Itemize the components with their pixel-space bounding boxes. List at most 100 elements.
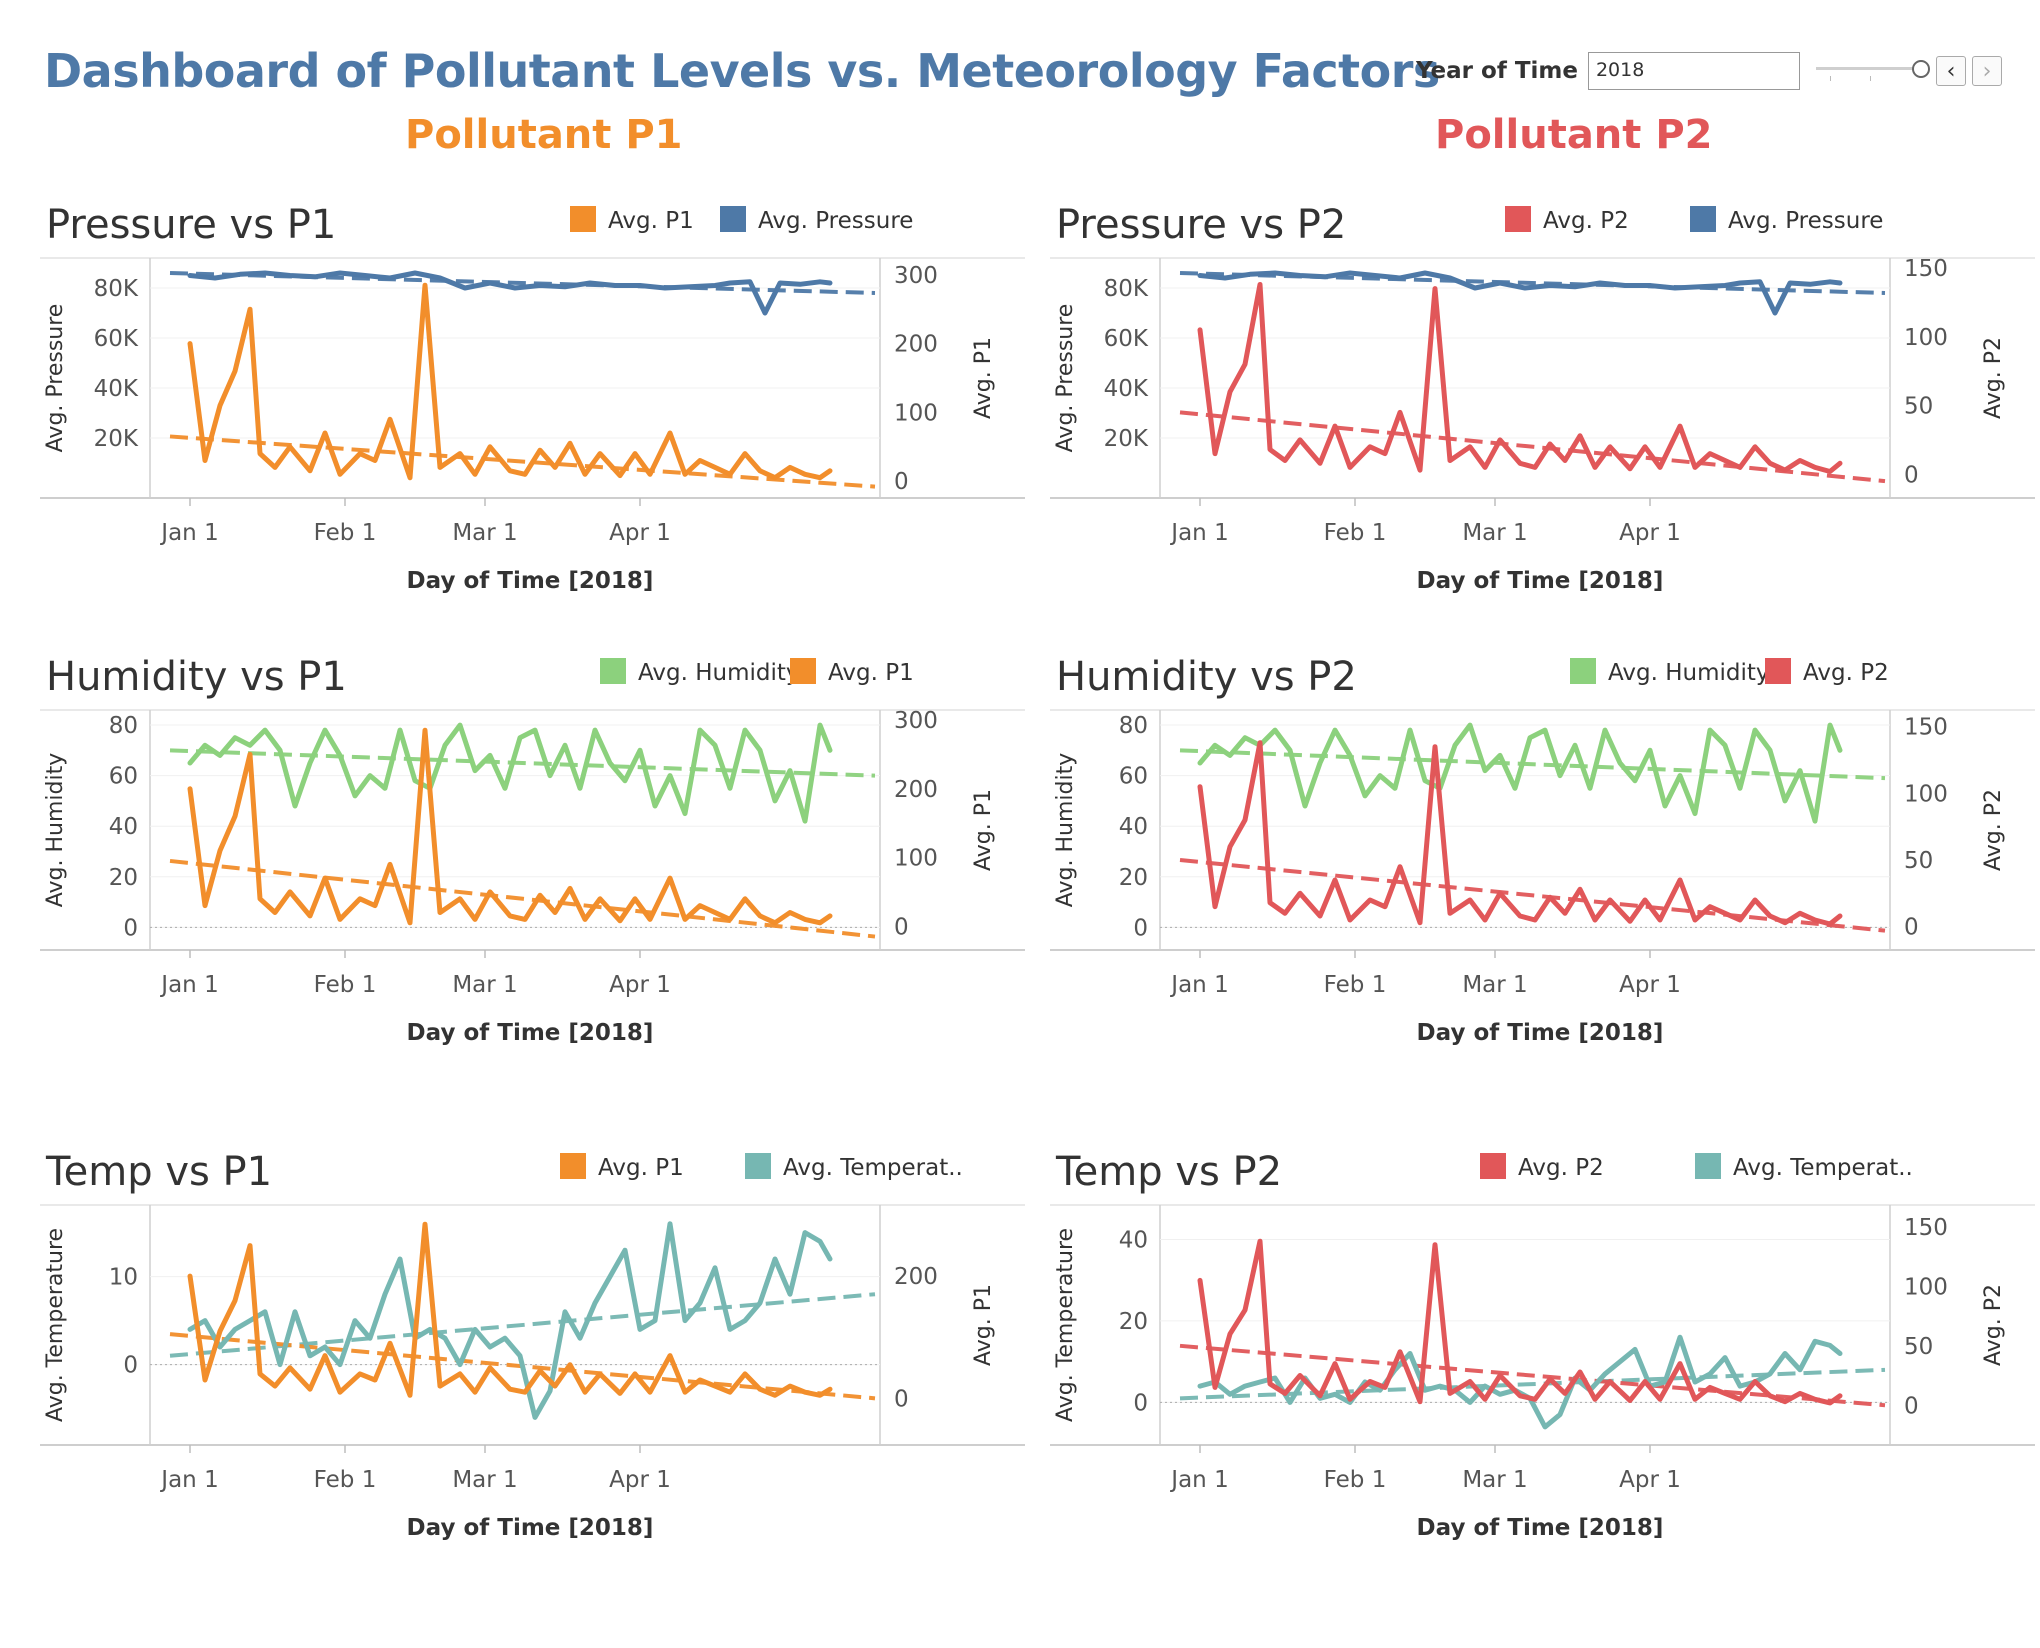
x-tick-label: Jan 1 xyxy=(1169,520,1228,546)
x-axis-title: Day of Time [2018] xyxy=(407,568,654,594)
year-slider-tick xyxy=(1829,76,1831,81)
x-tick-label: Apr 1 xyxy=(609,1467,671,1493)
right-tick-label: 100 xyxy=(1904,1274,1948,1300)
right-tick-label: 200 xyxy=(894,777,938,803)
right-tick-label: 50 xyxy=(1904,1334,1933,1360)
legend-label-avg-temperat: Avg. Temperat.. xyxy=(783,1155,963,1181)
series-line-avg-pressure xyxy=(187,270,833,316)
chart-title: Temp vs P1 xyxy=(45,1149,272,1195)
x-tick-label: Mar 1 xyxy=(452,1467,517,1493)
legend-swatch-avg-p2 xyxy=(1505,206,1531,232)
section-title-p1: Pollutant P1 xyxy=(405,112,683,158)
legend-label-avg-pressure: Avg. Pressure xyxy=(1728,208,1883,234)
right-tick-label: 0 xyxy=(894,914,909,940)
left-tick-label: 20K xyxy=(94,426,139,452)
right-axis-title: Avg. P1 xyxy=(971,1284,996,1366)
left-tick-label: 40K xyxy=(94,376,139,402)
x-axis-title: Day of Time [2018] xyxy=(1417,1020,1664,1046)
legend-swatch-avg-p1 xyxy=(570,206,596,232)
chart-temp-vs-p1: Temp vs P1 Avg. P1 Avg. Temperat..0100200A… xyxy=(40,1149,1025,1541)
trend-line-avg-humidity xyxy=(1179,748,1886,781)
right-tick-label: 150 xyxy=(1904,256,1948,282)
left-tick-label: 60 xyxy=(1119,764,1148,790)
left-axis-title: Avg. Humidity xyxy=(43,753,68,907)
year-input[interactable]: 2018 xyxy=(1587,52,1800,90)
left-tick-label: 10 xyxy=(109,1265,138,1291)
left-tick-label: 80K xyxy=(94,276,139,302)
right-axis-title: Avg. P2 xyxy=(1981,789,2006,871)
next-year-button[interactable]: › xyxy=(1971,56,2002,86)
x-tick-label: Mar 1 xyxy=(1462,972,1527,998)
right-tick-label: 0 xyxy=(894,1386,909,1412)
right-tick-label: 300 xyxy=(894,263,938,289)
left-tick-label: 0 xyxy=(1133,1390,1148,1416)
legend-swatch-avg-p2 xyxy=(1480,1153,1506,1179)
left-tick-label: 0 xyxy=(1133,915,1148,941)
previous-year-button[interactable]: ‹ xyxy=(1935,56,1966,86)
series-line-avg-p1 xyxy=(187,282,833,481)
chart-title: Humidity vs P2 xyxy=(1056,654,1357,700)
right-tick-label: 300 xyxy=(894,708,938,734)
right-tick-label: 50 xyxy=(1904,394,1933,420)
series-line-avg-humidity xyxy=(1197,722,1843,824)
series-line-avg-p1 xyxy=(187,727,833,926)
x-tick-label: Feb 1 xyxy=(1324,972,1387,998)
x-tick-label: Jan 1 xyxy=(1169,972,1228,998)
legend-label-avg-p1: Avg. P1 xyxy=(598,1155,684,1181)
trend-line-avg-p2 xyxy=(1179,410,1886,484)
legend-label-avg-pressure: Avg. Pressure xyxy=(758,208,913,234)
year-slider[interactable] xyxy=(1810,52,1930,90)
legend-label-avg-p2: Avg. P2 xyxy=(1803,660,1889,686)
right-tick-label: 150 xyxy=(1904,715,1948,741)
year-slider-handle[interactable] xyxy=(1911,60,1930,78)
legend-swatch-avg-temperat xyxy=(1695,1153,1721,1179)
left-axis-title: Avg. Pressure xyxy=(43,304,68,453)
year-slider-tick xyxy=(1869,76,1871,81)
x-tick-label: Jan 1 xyxy=(159,520,218,546)
right-tick-label: 100 xyxy=(894,400,938,426)
dashboard-title: Dashboard of Pollutant Levels vs. Meteor… xyxy=(44,44,1440,98)
x-tick-label: Mar 1 xyxy=(452,972,517,998)
left-tick-label: 20 xyxy=(109,865,138,891)
left-tick-label: 40 xyxy=(1119,1227,1148,1253)
series-line-avg-p2 xyxy=(1197,282,1843,474)
chart-title: Humidity vs P1 xyxy=(46,654,347,700)
x-tick-label: Apr 1 xyxy=(609,972,671,998)
x-axis-title: Day of Time [2018] xyxy=(407,1020,654,1046)
legend-label-avg-humidity: Avg. Humidity xyxy=(1608,660,1770,686)
left-tick-label: 0 xyxy=(123,1353,138,1379)
left-tick-label: 80 xyxy=(109,713,138,739)
x-tick-label: Jan 1 xyxy=(159,1467,218,1493)
left-tick-label: 40 xyxy=(1119,814,1148,840)
left-tick-label: 60K xyxy=(94,326,139,352)
x-tick-label: Apr 1 xyxy=(609,520,671,546)
legend-swatch-avg-p1 xyxy=(790,658,816,684)
x-tick-label: Mar 1 xyxy=(452,520,517,546)
x-tick-label: Mar 1 xyxy=(1462,520,1527,546)
chart-pressure-vs-p1: Pressure vs P1 Avg. P1 Avg. Pressure 20K 40K… xyxy=(40,202,1025,594)
right-tick-label: 50 xyxy=(1904,848,1933,874)
legend-label-avg-p2: Avg. P2 xyxy=(1518,1155,1604,1181)
left-tick-label: 20 xyxy=(1119,1309,1148,1335)
x-tick-label: Feb 1 xyxy=(314,520,377,546)
x-tick-label: Feb 1 xyxy=(314,1467,377,1493)
trend-line-avg-humidity xyxy=(169,748,876,778)
legend-label-avg-p1: Avg. P1 xyxy=(608,208,694,234)
right-tick-label: 100 xyxy=(1904,781,1948,807)
chart-humidity-vs-p2: Humidity vs P2 Avg. Humidity Avg. P2 0 20 40 6… xyxy=(1050,654,2035,1046)
x-axis-title: Day of Time [2018] xyxy=(407,1515,654,1541)
left-tick-label: 40 xyxy=(109,814,138,840)
year-filter: Year of Time 2018 ‹ › xyxy=(1416,52,2002,90)
year-filter-label: Year of Time xyxy=(1416,58,1578,84)
x-tick-label: Feb 1 xyxy=(1324,520,1387,546)
right-tick-label: 0 xyxy=(1904,462,1919,488)
left-tick-label: 80K xyxy=(1104,276,1149,302)
series-line-avg-p2 xyxy=(1197,740,1843,927)
legend-swatch-avg-temperat xyxy=(745,1153,771,1179)
legend-label-avg-humidity: Avg. Humidity xyxy=(638,660,800,686)
right-axis-title: Avg. P1 xyxy=(971,789,996,871)
left-axis-title: Avg. Temperature xyxy=(43,1228,68,1422)
right-tick-label: 100 xyxy=(894,846,938,872)
series-line-avg-temperat xyxy=(187,1221,833,1420)
left-axis-title: Avg. Humidity xyxy=(1053,753,1078,907)
